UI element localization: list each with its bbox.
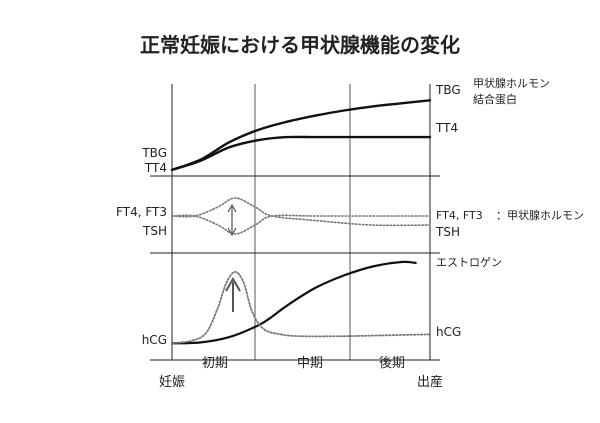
left-label-tsh: TSH: [142, 224, 167, 238]
right-label-estrogen: エストロゲン: [436, 256, 502, 269]
right-label-hcg: hCG: [436, 325, 461, 339]
right-label-ft4-ft3: FT4, FT3: [436, 209, 483, 222]
up-arrow-head: [225, 277, 241, 292]
left-label-tbg: TBG: [141, 146, 167, 160]
chart-frame: [150, 84, 440, 361]
right-label-tsh: TSH: [435, 225, 460, 239]
double-arrow-head-up: [227, 203, 237, 213]
left-label-tt4: TT4: [144, 161, 167, 175]
series-note-line: 結合蛋白: [473, 92, 517, 106]
series-line-tsh: [171, 214, 431, 235]
series-line-tbg: [170, 99, 432, 172]
series-note: ：甲状腺ホルモン: [496, 208, 584, 222]
chart-title: 正常妊娠における甲状腺機能の変化: [140, 33, 460, 57]
left-label-ft4-ft3: FT4, FT3: [116, 205, 167, 219]
panel-middle: FT4, FT3 ：甲状腺ホルモン TSH FT4, FT3 TSH: [116, 197, 584, 239]
series-line-ft4-ft3: [171, 197, 431, 227]
period-label-mid: 中期: [297, 356, 323, 371]
left-label-hcg: hCG: [142, 333, 167, 347]
right-label-tbg: TBG: [435, 83, 461, 97]
period-label-early: 初期: [202, 356, 228, 371]
right-label-tt4: TT4: [435, 121, 458, 135]
series-note-line: 甲状腺ホルモン: [473, 76, 550, 90]
period-label-late: 後期: [379, 356, 405, 371]
series-line-tt4: [170, 135, 432, 172]
x-end-label: 出産: [417, 374, 443, 390]
double-arrow-head-down: [227, 227, 237, 237]
series-line-estrogen: [170, 260, 417, 345]
series-line-hcg: [171, 271, 431, 345]
panel-bottom: エストロゲン hCG hCG: [142, 256, 502, 347]
x-start-label: 妊娠: [159, 375, 185, 390]
annotation-arrows: [225, 203, 241, 312]
